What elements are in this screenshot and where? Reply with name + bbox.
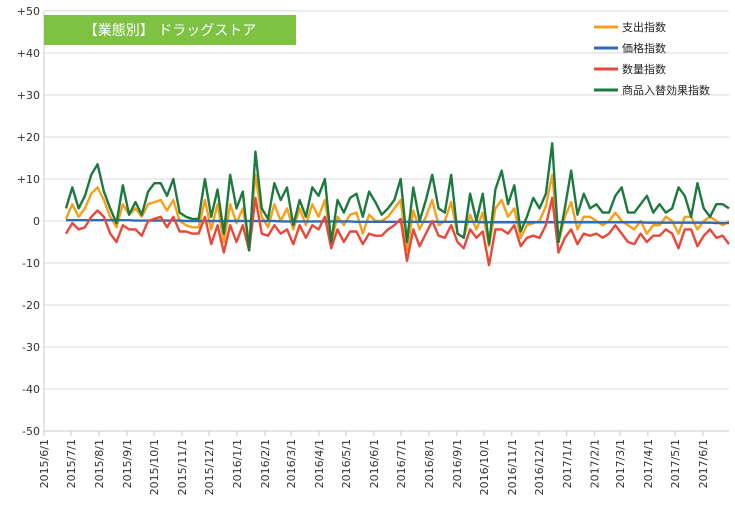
y-tick-label: -50 xyxy=(22,425,40,438)
x-tick-label: 2017/2/1 xyxy=(589,439,602,488)
x-tick-label: 2015/11/1 xyxy=(176,439,189,495)
y-tick-label: +40 xyxy=(17,47,40,60)
x-tick-label: 2016/1/1 xyxy=(231,439,244,488)
series-lines xyxy=(64,142,730,267)
x-tick-label: 2017/3/1 xyxy=(614,439,627,488)
x-tick-label: 2016/5/1 xyxy=(340,439,353,488)
y-tick-label: -30 xyxy=(22,341,40,354)
series-line-2 xyxy=(64,196,730,267)
x-tick-label: 2015/10/1 xyxy=(148,439,161,495)
y-tick-label: +10 xyxy=(17,173,40,186)
x-tick-label: 2016/10/1 xyxy=(478,439,491,495)
y-tick-label: +50 xyxy=(17,5,40,18)
title-background xyxy=(44,15,296,45)
y-tick-label: -10 xyxy=(22,257,40,270)
x-tick-label: 2015/8/1 xyxy=(93,439,106,488)
x-tick-label: 2017/5/1 xyxy=(669,439,682,488)
series-line-3 xyxy=(64,142,730,252)
x-tick-label: 2016/4/1 xyxy=(313,439,326,488)
legend-label: 価格指数 xyxy=(622,41,666,55)
x-tick-label: 2015/7/1 xyxy=(65,439,78,488)
y-tick-label: +20 xyxy=(17,131,40,144)
series-line-0 xyxy=(64,173,730,252)
title-badge: 【業態別】 ドラッグストア xyxy=(44,15,296,45)
x-tick-label: 2016/8/1 xyxy=(423,439,436,488)
legend-label: 商品入替効果指数 xyxy=(622,83,710,97)
y-tick-label: -20 xyxy=(22,299,40,312)
x-tick-label: 2017/6/1 xyxy=(697,439,710,488)
x-tick-label: 2017/1/1 xyxy=(561,439,574,488)
x-tick-label: 2017/4/1 xyxy=(642,439,655,488)
x-tick-label: 2016/9/1 xyxy=(451,439,464,488)
x-tick-label: 2016/7/1 xyxy=(395,439,408,488)
y-tick-label: 0 xyxy=(33,215,40,228)
legend-label: 支出指数 xyxy=(622,20,666,34)
chart-title: 【業態別】 ドラッグストア xyxy=(84,23,256,39)
x-tick-label: 2015/6/1 xyxy=(38,439,51,488)
x-tick-label: 2016/2/1 xyxy=(259,439,272,488)
x-tick-label: 2016/3/1 xyxy=(285,439,298,488)
x-tick-label: 2016/11/1 xyxy=(506,439,519,495)
x-tick-label: 2016/6/1 xyxy=(368,439,381,488)
x-tick-label: 2015/12/1 xyxy=(203,439,216,495)
x-tick-label: 2015/9/1 xyxy=(121,439,134,488)
y-tick-label: -40 xyxy=(22,383,40,396)
legend-label: 数量指数 xyxy=(622,62,666,76)
y-tick-label: +30 xyxy=(17,89,40,102)
x-tick-label: 2016/12/1 xyxy=(533,439,546,495)
